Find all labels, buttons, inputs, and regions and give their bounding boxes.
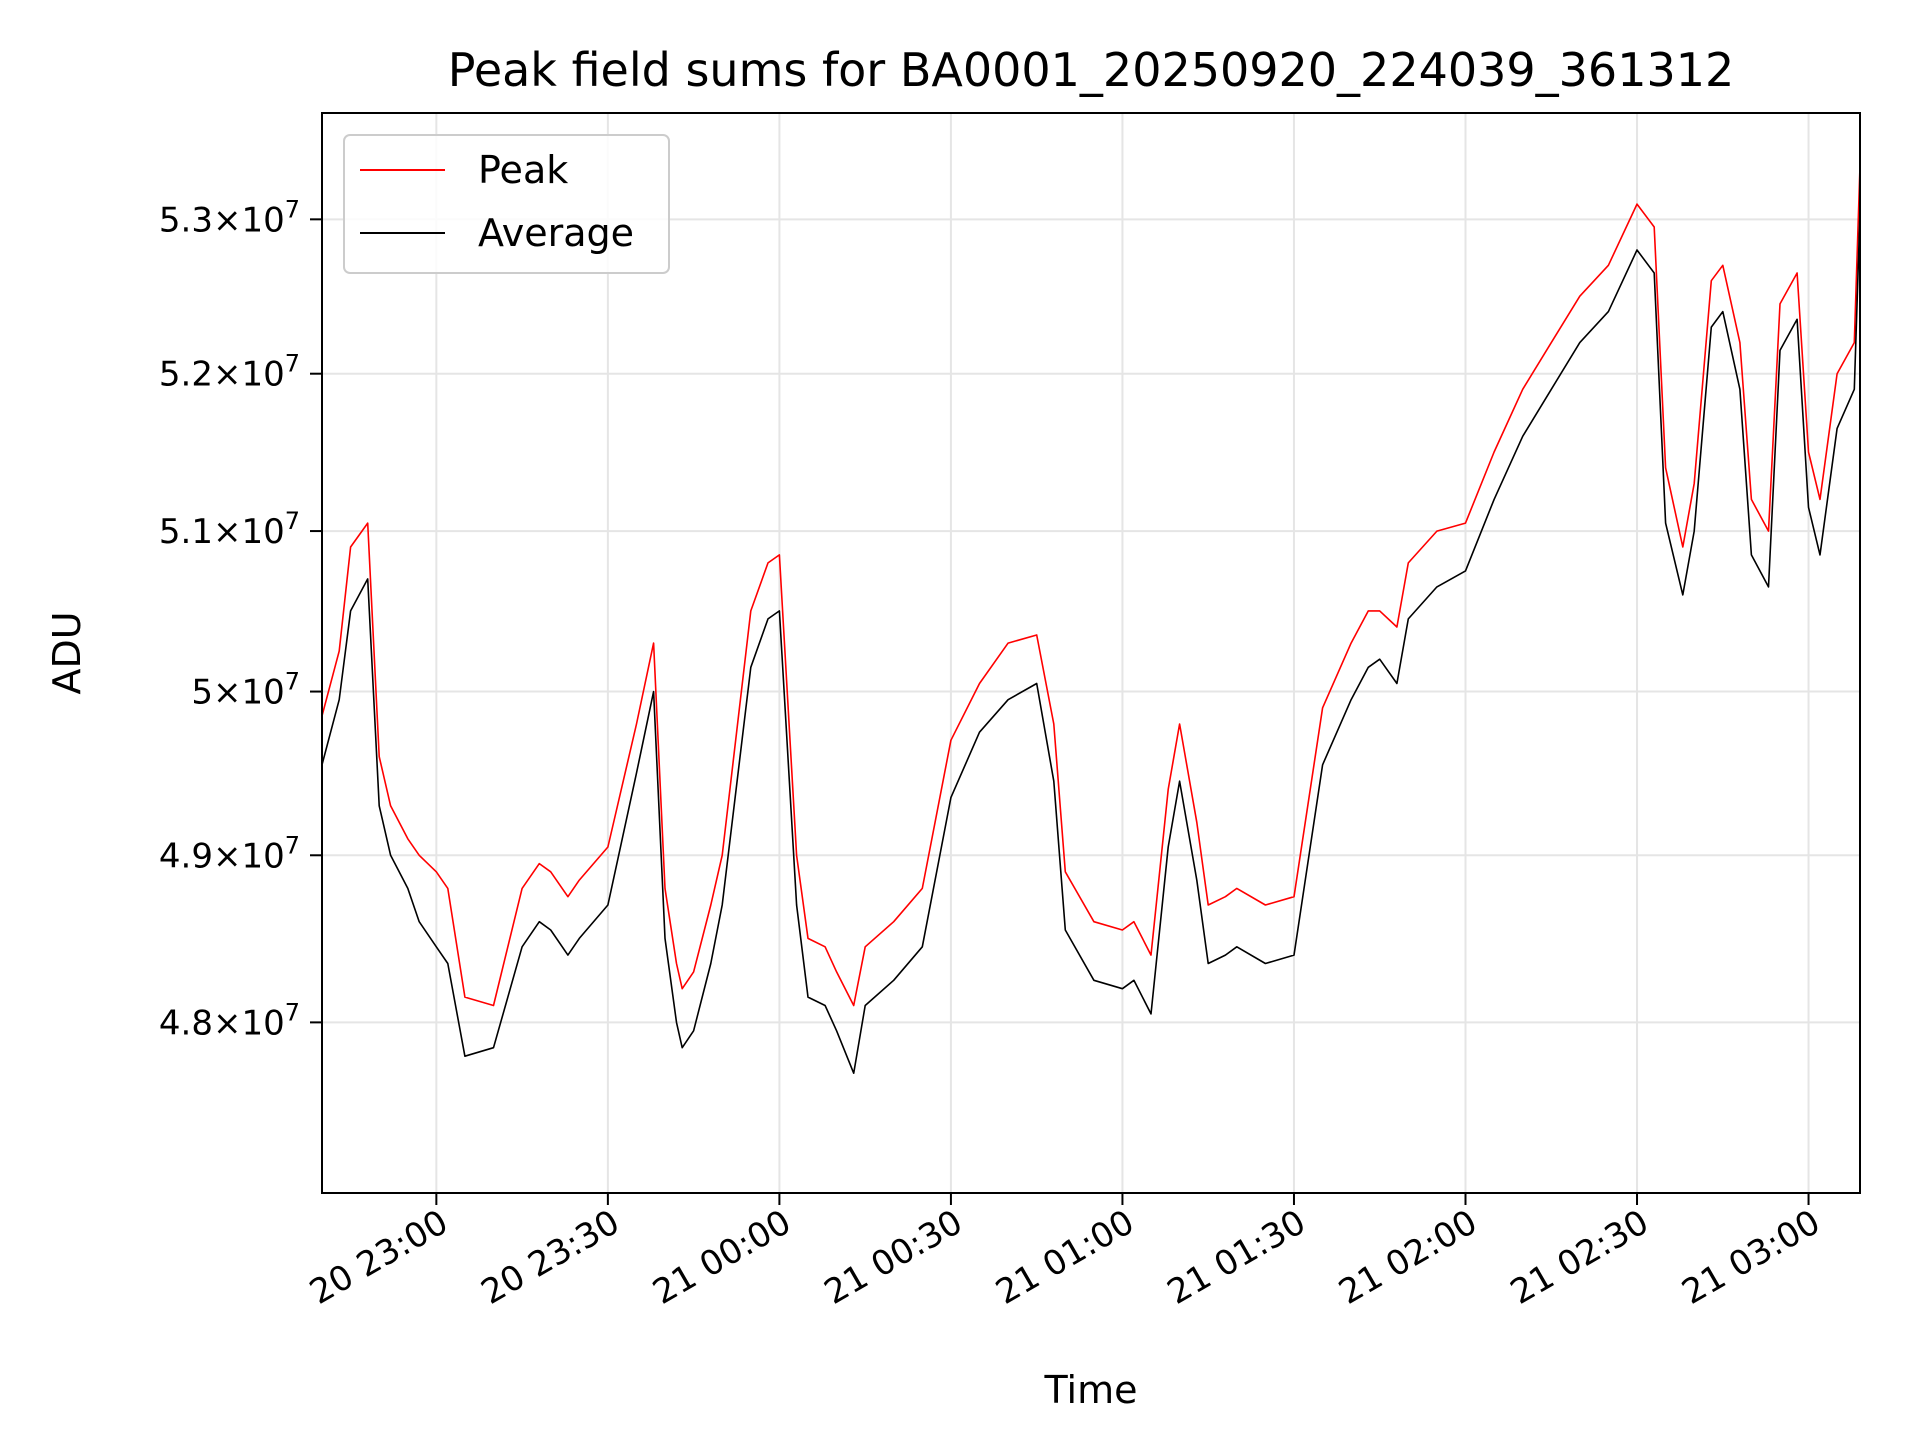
y-tick-label: 5.2×107 bbox=[159, 350, 300, 395]
y-tick-label: 4.9×107 bbox=[159, 831, 300, 876]
y-tick-label: 5.1×107 bbox=[159, 507, 300, 552]
y-tick-exponent: 7 bbox=[285, 998, 300, 1026]
y-tick-label: 5.3×107 bbox=[159, 195, 300, 240]
y-tick-exponent: 7 bbox=[285, 350, 300, 378]
chart-title: Peak field sums for BA0001_20250920_2240… bbox=[448, 43, 1735, 97]
y-tick-mantissa: 4.8 bbox=[159, 1003, 213, 1043]
y-tick-exponent: 7 bbox=[285, 195, 300, 223]
y-tick-mantissa: 5.2 bbox=[159, 355, 213, 395]
legend: Peak Average bbox=[343, 134, 670, 274]
y-tick-times-ten: ×10 bbox=[213, 673, 285, 713]
y-tick-times-ten: ×10 bbox=[213, 512, 285, 552]
y-tick-label: 4.8×107 bbox=[159, 998, 300, 1043]
y-tick-mantissa: 5.1 bbox=[159, 512, 213, 552]
y-tick-mantissa: 4.9 bbox=[159, 836, 213, 876]
y-tick-exponent: 7 bbox=[285, 507, 300, 535]
y-tick-times-ten: ×10 bbox=[213, 836, 285, 876]
x-gridlines bbox=[435, 113, 1810, 1193]
y-tick-mantissa: 5 bbox=[191, 673, 213, 713]
y-tick-mantissa: 5.3 bbox=[159, 200, 213, 240]
y-tick-label: 5×107 bbox=[191, 668, 300, 713]
y-tick-exponent: 7 bbox=[285, 668, 300, 696]
series-line-average bbox=[321, 211, 1861, 1074]
plot-frame bbox=[321, 112, 1861, 1194]
y-axis-title: ADU bbox=[45, 611, 89, 694]
y-tick-times-ten: ×10 bbox=[213, 355, 285, 395]
y-tick-times-ten: ×10 bbox=[213, 200, 285, 240]
y-tick-exponent: 7 bbox=[285, 831, 300, 859]
series-lines bbox=[321, 165, 1861, 1074]
legend-label-average: Average bbox=[478, 211, 634, 255]
x-axis-title: Time bbox=[1044, 1368, 1138, 1412]
y-gridlines bbox=[322, 218, 1860, 1024]
legend-label-peak: Peak bbox=[478, 148, 568, 192]
series-line-peak bbox=[321, 165, 1861, 1007]
y-tick-times-ten: ×10 bbox=[213, 1003, 285, 1043]
